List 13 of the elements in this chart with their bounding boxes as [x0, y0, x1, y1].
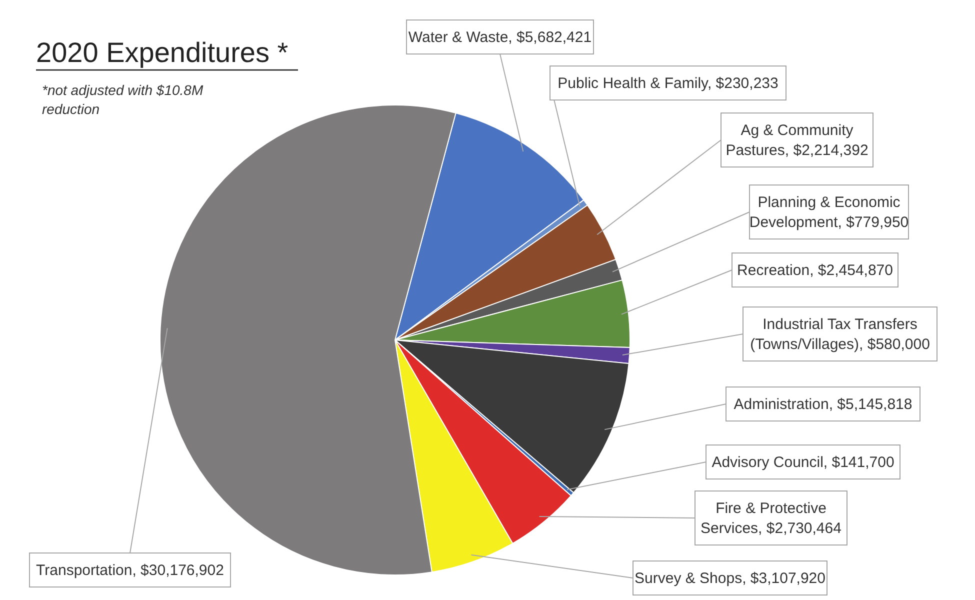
slice-label: Fire & Protective Services, $2,730,464: [700, 500, 842, 537]
slice-label: Transportation, $30,176,902: [36, 562, 224, 579]
slice-label: Ag & Community Pastures, $2,214,392: [726, 122, 868, 159]
slice-label: Industrial Tax Transfers (Towns/Villages), $580,000: [750, 316, 930, 353]
slice-label: Public Health & Family, $230,233: [558, 75, 778, 92]
slice-label: Survey & Shops, $3,107,920: [634, 570, 826, 587]
chart-title: 2020 Expenditures *: [36, 37, 288, 68]
slice-label: Administration, $5,145,818: [734, 396, 912, 413]
slice-label: Advisory Council, $141,700: [712, 454, 894, 471]
slice-label: Planning & Economic Development, $779,950: [749, 194, 909, 231]
slice-label: Recreation, $2,454,870: [737, 262, 893, 279]
text: *not adjusted with $10.8M reduction: [42, 82, 204, 117]
slice-label: Water & Waste, $5,682,421: [408, 29, 592, 46]
